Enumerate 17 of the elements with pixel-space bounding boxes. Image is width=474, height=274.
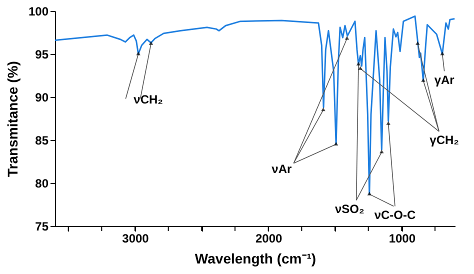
annotation: γCH₂ — [430, 133, 460, 147]
y-tick-label: 90 — [35, 90, 49, 104]
y-tick-label: 75 — [35, 220, 49, 234]
annotation: γAr — [434, 72, 455, 87]
y-axis-title: Transmitance (%) — [4, 61, 20, 177]
x-tick-label: 2000 — [255, 232, 283, 246]
y-tick-label: 100 — [28, 4, 49, 18]
y-tick-label: 80 — [35, 176, 49, 190]
annotation: νAr — [272, 162, 292, 176]
annotation: νCH₂ — [134, 92, 164, 107]
y-tick-label: 85 — [35, 134, 49, 148]
annotation: νC-O-C — [374, 208, 416, 222]
x-tick-label: 1000 — [388, 232, 416, 246]
x-axis-title: Wavelength (cm⁻¹) — [194, 250, 316, 266]
y-tick-label: 95 — [35, 48, 49, 62]
x-tick-label: 3000 — [122, 232, 150, 246]
annotation: νSO₂ — [334, 202, 364, 216]
